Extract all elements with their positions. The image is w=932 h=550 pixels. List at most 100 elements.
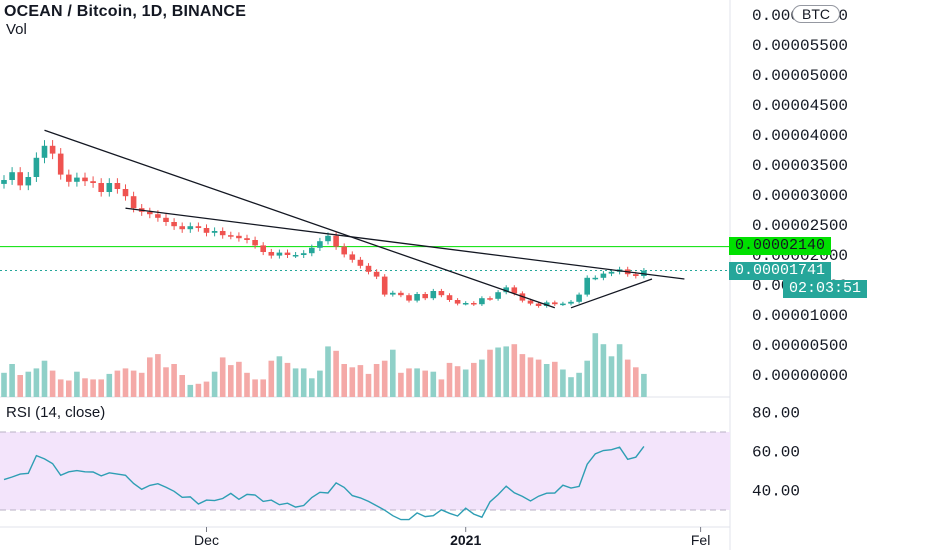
candle-body[interactable]	[511, 287, 518, 294]
candle-body[interactable]	[487, 298, 493, 300]
volume-bar	[503, 346, 509, 397]
candle-body[interactable]	[471, 303, 477, 305]
candle-body[interactable]	[462, 303, 469, 305]
candle-body[interactable]	[171, 222, 177, 227]
volume-bar	[187, 384, 194, 397]
volume-bar	[414, 368, 420, 397]
volume-bar	[333, 350, 339, 397]
candle-body[interactable]	[82, 177, 88, 182]
candle-body[interactable]	[292, 255, 299, 257]
candle-body[interactable]	[163, 217, 169, 222]
candle-body[interactable]	[349, 254, 356, 260]
candle-body[interactable]	[309, 247, 315, 254]
candle-body[interactable]	[633, 274, 639, 276]
candle-body[interactable]	[584, 277, 590, 295]
candle-body[interactable]	[438, 291, 445, 296]
candle-body[interactable]	[608, 271, 615, 274]
candle-body[interactable]	[454, 300, 461, 304]
candle-body[interactable]	[365, 265, 372, 272]
volume-bar	[317, 370, 323, 397]
candle-body[interactable]	[41, 145, 48, 158]
candle-body[interactable]	[568, 301, 574, 304]
candle-body[interactable]	[203, 228, 210, 233]
candle-body[interactable]	[130, 196, 137, 209]
volume-bar	[82, 378, 88, 397]
time-tick-label: Dec	[194, 532, 219, 548]
candle-body[interactable]	[390, 292, 396, 295]
candle-body[interactable]	[373, 271, 380, 277]
candle-body[interactable]	[147, 211, 153, 215]
candle-body[interactable]	[430, 291, 437, 299]
candle-body[interactable]	[552, 302, 558, 305]
candle-body[interactable]	[57, 153, 64, 175]
candle-body[interactable]	[244, 238, 250, 240]
candle-body[interactable]	[228, 235, 234, 237]
candle-body[interactable]	[325, 235, 331, 242]
candle-body[interactable]	[236, 235, 242, 239]
candle-body[interactable]	[98, 183, 104, 192]
candle-body[interactable]	[90, 181, 96, 183]
candle-body[interactable]	[284, 252, 291, 255]
candle-body[interactable]	[422, 294, 428, 299]
candle-body[interactable]	[49, 145, 56, 154]
volume-bar	[552, 361, 558, 397]
candle-body[interactable]	[219, 231, 226, 236]
trendline-support[interactable]	[570, 278, 653, 309]
candle-body[interactable]	[576, 294, 582, 302]
rsi-tick-label: 80.00	[752, 405, 800, 423]
candle-body[interactable]	[268, 252, 275, 256]
candle-body[interactable]	[155, 214, 161, 218]
candle-body[interactable]	[543, 302, 550, 306]
candle-body[interactable]	[260, 245, 266, 252]
volume-bar	[66, 380, 72, 397]
candle-body[interactable]	[9, 172, 15, 180]
candle-body[interactable]	[66, 174, 72, 182]
candle-body[interactable]	[592, 277, 599, 280]
candle-body[interactable]	[106, 183, 113, 192]
time-tick-label: Fel	[691, 532, 710, 548]
candle-body[interactable]	[446, 295, 453, 300]
trendline-down[interactable]	[44, 129, 556, 309]
trendline-resistance[interactable]	[125, 207, 685, 280]
candle-body[interactable]	[25, 177, 32, 186]
candle-body[interactable]	[398, 292, 404, 296]
currency-button[interactable]: BTC	[792, 5, 840, 23]
candle-body[interactable]	[252, 240, 258, 246]
volume-bar	[471, 362, 477, 397]
candle-body[interactable]	[600, 273, 607, 278]
candle-body[interactable]	[503, 287, 509, 293]
volume-bar	[373, 364, 380, 397]
candle-body[interactable]	[195, 226, 202, 228]
candle-body[interactable]	[341, 246, 347, 255]
candle-body[interactable]	[414, 294, 420, 301]
candle-body[interactable]	[33, 157, 40, 177]
volume-bar	[179, 375, 185, 397]
candle-body[interactable]	[357, 259, 364, 266]
candle-body[interactable]	[187, 226, 194, 230]
volume-bar	[155, 354, 161, 397]
candle-body[interactable]	[535, 303, 542, 306]
candle-body[interactable]	[527, 300, 534, 304]
rsi-band	[0, 432, 730, 510]
candle-body[interactable]	[300, 253, 307, 255]
candle-body[interactable]	[317, 241, 323, 248]
candle-body[interactable]	[276, 252, 283, 256]
candle-body[interactable]	[479, 298, 485, 305]
candle-body[interactable]	[17, 172, 23, 186]
candle-body[interactable]	[179, 226, 185, 230]
candle-body[interactable]	[495, 292, 501, 299]
volume-bar	[641, 373, 647, 397]
candle-body[interactable]	[1, 180, 7, 184]
volume-bar	[616, 344, 623, 397]
volume-bar	[592, 333, 599, 397]
volume-bar	[236, 361, 242, 397]
candle-body[interactable]	[381, 276, 388, 295]
candle-body[interactable]	[74, 177, 80, 182]
candle-body[interactable]	[211, 231, 218, 233]
candle-body[interactable]	[122, 189, 129, 197]
candle-body[interactable]	[114, 183, 121, 189]
candle-body[interactable]	[560, 303, 566, 306]
candle-body[interactable]	[406, 295, 412, 301]
candle-body[interactable]	[333, 235, 339, 247]
